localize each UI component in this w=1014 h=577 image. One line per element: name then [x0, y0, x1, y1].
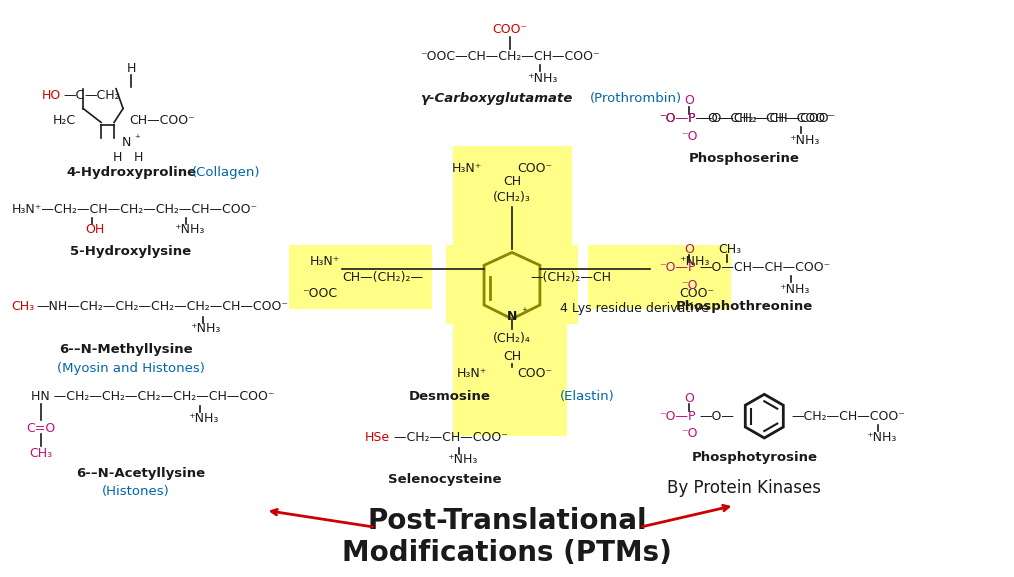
Text: N: N [507, 310, 517, 324]
Text: ⁺NH₃: ⁺NH₃ [866, 432, 896, 444]
Text: Phosphothreonine: Phosphothreonine [675, 301, 813, 313]
FancyBboxPatch shape [446, 245, 578, 324]
Text: H₃N⁺—CH₂—CH—CH₂—CH₂—CH—COO⁻: H₃N⁺—CH₂—CH—CH₂—CH₂—CH—COO⁻ [11, 203, 258, 216]
Text: H: H [133, 151, 143, 164]
Text: (Prothrombin): (Prothrombin) [590, 92, 681, 105]
Text: Post-Translational
Modifications (PTMs): Post-Translational Modifications (PTMs) [342, 507, 672, 567]
Text: (CH₂)₃: (CH₂)₃ [493, 192, 531, 204]
Text: Selenocysteine: Selenocysteine [388, 473, 502, 486]
Polygon shape [484, 252, 539, 319]
Text: ⁻O—P: ⁻O—P [659, 112, 696, 125]
Text: ⁻OOC—CH—CH₂—CH—COO⁻: ⁻OOC—CH—CH₂—CH—COO⁻ [420, 50, 600, 63]
Text: ⁺NH₃: ⁺NH₃ [789, 134, 819, 147]
Text: ⁻OOC: ⁻OOC [302, 287, 338, 299]
Text: ⁻O—P: ⁻O—P [659, 261, 696, 274]
Text: Desmosine: Desmosine [410, 390, 491, 403]
Text: COO⁻: COO⁻ [679, 287, 715, 299]
Text: ⁻O: ⁻O [681, 130, 698, 143]
Text: CH—(CH₂)₂—: CH—(CH₂)₂— [343, 271, 424, 284]
Text: ⁻O—P—O—CH₂—CH—COO⁻: ⁻O—P—O—CH₂—CH—COO⁻ [659, 112, 832, 125]
Text: CH₃: CH₃ [11, 301, 34, 313]
Text: ⁺NH₃: ⁺NH₃ [779, 283, 809, 295]
Text: H₃N⁺: H₃N⁺ [451, 162, 482, 175]
FancyBboxPatch shape [588, 245, 731, 309]
Text: ⁻O: ⁻O [681, 428, 698, 440]
Text: —C: —C [63, 89, 84, 102]
Text: 6-–N-Acetyllysine: 6-–N-Acetyllysine [76, 467, 206, 480]
Text: ⁺NH₃: ⁺NH₃ [191, 323, 221, 335]
Text: OH: OH [85, 223, 104, 236]
Text: (Collagen): (Collagen) [192, 166, 260, 178]
Text: ⁺NH₃: ⁺NH₃ [188, 411, 218, 425]
Text: (CH₂)₄: (CH₂)₄ [493, 332, 531, 345]
Text: —O—CH—CH—COO⁻: —O—CH—CH—COO⁻ [700, 261, 830, 274]
Text: (Myosin and Histones): (Myosin and Histones) [57, 362, 205, 375]
Text: —CH₂—CH—COO⁻: —CH₂—CH—COO⁻ [390, 432, 508, 444]
Text: ⁺NH₃: ⁺NH₃ [447, 454, 478, 466]
Text: CH: CH [503, 175, 521, 189]
Text: 6-–N-Methyllysine: 6-–N-Methyllysine [59, 343, 193, 356]
Text: —CH₂: —CH₂ [84, 89, 120, 102]
Text: HO: HO [42, 89, 61, 102]
Text: ⁺: ⁺ [134, 134, 140, 144]
Text: O: O [684, 94, 695, 107]
Text: C=O: C=O [26, 422, 56, 434]
Text: 4-Hydroxyproline: 4-Hydroxyproline [66, 166, 196, 178]
Text: H: H [113, 151, 122, 164]
Text: H₃N⁺: H₃N⁺ [310, 255, 341, 268]
Text: H₃N⁺: H₃N⁺ [456, 367, 487, 380]
Text: ⁺: ⁺ [521, 307, 527, 317]
Text: 4 Lys residue derivative: 4 Lys residue derivative [560, 302, 709, 316]
Text: By Protein Kinases: By Protein Kinases [667, 478, 821, 497]
Text: ⁻O: ⁻O [681, 279, 698, 291]
Text: —CH₂—CH—COO⁻: —CH₂—CH—COO⁻ [791, 410, 906, 422]
Text: γ-Carboxyglutamate: γ-Carboxyglutamate [420, 92, 573, 105]
Text: ⁺NH₃: ⁺NH₃ [526, 72, 557, 85]
Text: HSe: HSe [365, 432, 390, 444]
Text: HN —CH₂—CH₂—CH₂—CH₂—CH—COO⁻: HN —CH₂—CH₂—CH₂—CH₂—CH—COO⁻ [31, 390, 275, 403]
Text: —O—CH₂—CH—COO⁻: —O—CH₂—CH—COO⁻ [700, 112, 836, 125]
FancyBboxPatch shape [453, 146, 572, 264]
Text: ⁻O—P: ⁻O—P [659, 410, 696, 422]
FancyBboxPatch shape [453, 315, 567, 436]
Text: ⁺NH₃: ⁺NH₃ [679, 255, 710, 268]
Text: CH—COO⁻: CH—COO⁻ [129, 114, 195, 127]
Text: H₂C: H₂C [53, 114, 76, 127]
Text: COO⁻: COO⁻ [517, 367, 552, 380]
Text: (Elastin): (Elastin) [560, 390, 614, 403]
Text: COO⁻: COO⁻ [493, 23, 527, 36]
Text: N: N [122, 136, 131, 149]
FancyBboxPatch shape [289, 245, 432, 309]
Text: —(CH₂)₂—CH: —(CH₂)₂—CH [530, 271, 611, 284]
Text: —NH—CH₂—CH₂—CH₂—CH₂—CH—COO⁻: —NH—CH₂—CH₂—CH₂—CH₂—CH—COO⁻ [37, 301, 288, 313]
Text: Phosphoserine: Phosphoserine [689, 152, 800, 164]
Text: O: O [684, 243, 695, 256]
Text: ⁺NH₃: ⁺NH₃ [173, 223, 204, 236]
Text: CH₃: CH₃ [29, 447, 53, 460]
Text: —O—: —O— [700, 410, 734, 422]
Text: COO⁻: COO⁻ [517, 162, 552, 175]
Text: CH: CH [503, 350, 521, 363]
Text: O: O [684, 392, 695, 405]
Text: CH₃: CH₃ [718, 243, 741, 256]
Text: (Histones): (Histones) [102, 485, 170, 498]
Text: Phosphotyrosine: Phosphotyrosine [692, 451, 817, 464]
Text: H: H [127, 62, 136, 76]
Text: 5-Hydroxylysine: 5-Hydroxylysine [70, 245, 192, 258]
